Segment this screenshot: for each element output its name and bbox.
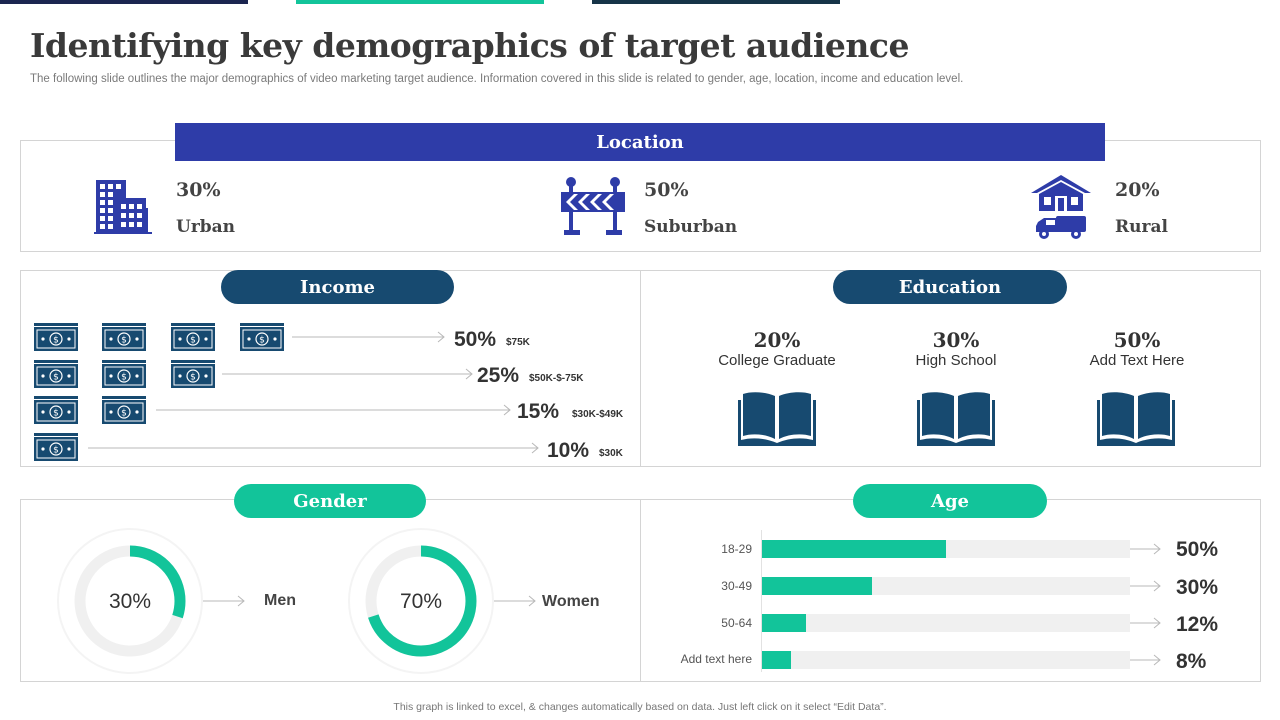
farmhouse-truck-icon	[1031, 175, 1091, 239]
money-bill-icon: $	[102, 323, 146, 351]
gender-title-pill: Gender	[234, 484, 426, 518]
top-accent-bar-3	[592, 0, 840, 4]
svg-text:$: $	[190, 336, 196, 346]
money-bill-icon: $	[34, 323, 78, 351]
rural-percent: 20%	[1115, 179, 1160, 201]
age-row-2-track	[762, 577, 1130, 595]
education-3-percent: 50%	[1113, 328, 1161, 352]
age-row-4-label: Add text here	[680, 652, 752, 666]
page-title: Identifying key demographics of target a…	[30, 26, 909, 65]
svg-text:$: $	[53, 336, 59, 346]
svg-text:$: $	[53, 446, 59, 456]
money-bill-icon: $	[102, 360, 146, 388]
donut-arc-women	[365, 545, 477, 657]
age-row-2-label: 30-49	[721, 579, 752, 593]
women-percent: 70%	[399, 590, 443, 613]
education-3-label: Add Text Here	[1089, 352, 1185, 369]
income-row-3-percent: 15%	[517, 400, 560, 423]
education-title-pill: Education	[833, 270, 1067, 304]
income-arrows	[88, 331, 539, 454]
money-bill-icon: $	[102, 396, 146, 424]
age-row-2-bar	[762, 577, 872, 595]
svg-text:$: $	[190, 373, 196, 383]
money-bill-icon: $	[171, 360, 215, 388]
education-1-label: College Graduate	[718, 352, 836, 369]
age-row-1-label: 18-29	[721, 542, 752, 556]
age-row-1-track	[762, 540, 1130, 558]
money-bill-icon: $	[34, 396, 78, 424]
svg-text:$: $	[121, 409, 127, 419]
buildings-icon	[94, 180, 152, 234]
footer-note: This graph is linked to excel, & changes…	[393, 701, 887, 713]
age-row-2-percent: 30%	[1176, 576, 1219, 599]
location-banner: Location	[175, 123, 1105, 161]
age-row-4-track	[762, 651, 1130, 669]
donut-arc-men	[74, 545, 186, 657]
suburban-percent: 50%	[644, 179, 689, 201]
money-bill-icon: $	[171, 323, 215, 351]
road-barrier-icon	[561, 177, 625, 235]
urban-percent: 30%	[176, 179, 221, 201]
top-accent-bar-2	[296, 0, 544, 4]
age-row-1-bar	[762, 540, 946, 558]
open-book-icon	[1097, 392, 1175, 446]
age-row-3-bar	[762, 614, 806, 632]
gender-donuts	[57, 528, 536, 674]
money-bill-icon: $	[34, 360, 78, 388]
arrow-head	[1153, 543, 1161, 555]
age-row-3-percent: 12%	[1176, 613, 1219, 636]
income-title-pill: Income	[221, 270, 454, 304]
arrow-head	[503, 404, 511, 416]
donut-men	[57, 528, 203, 674]
age-row-4-bar	[762, 651, 791, 669]
svg-text:$: $	[121, 373, 127, 383]
money-bill-icon: $	[240, 323, 284, 351]
page-subtitle: The following slide outlines the major d…	[30, 73, 964, 85]
open-book-icon	[917, 392, 995, 446]
top-accent-bar-1	[0, 0, 248, 4]
men-label: Men	[264, 592, 296, 609]
svg-text:$: $	[121, 336, 127, 346]
arrow-head	[1153, 617, 1161, 629]
education-1-percent: 20%	[753, 328, 801, 352]
education-2-percent: 30%	[932, 328, 980, 352]
svg-text:$: $	[53, 373, 59, 383]
arrow-head	[237, 595, 245, 607]
education-2-label: High School	[915, 352, 997, 369]
women-label: Women	[542, 593, 600, 610]
age-row-1-percent: 50%	[1176, 538, 1219, 561]
men-percent: 30%	[108, 590, 152, 613]
age-title-pill: Age	[853, 484, 1047, 518]
suburban-label: Suburban	[644, 217, 738, 237]
rural-label: Rural	[1115, 217, 1168, 237]
arrow-head	[465, 368, 473, 380]
income-row-2-range: $50K-$-75K	[529, 373, 584, 384]
arrow-head	[1153, 580, 1161, 592]
arrow-head	[437, 331, 445, 343]
age-arrows	[1130, 543, 1161, 666]
donut-women	[348, 528, 494, 674]
age-row-4-percent: 8%	[1176, 650, 1207, 673]
income-row-3-range: $30K-$49K	[572, 409, 624, 420]
svg-text:$: $	[53, 409, 59, 419]
open-book-icon	[738, 392, 816, 446]
arrow-head	[528, 595, 536, 607]
svg-text:$: $	[259, 336, 265, 346]
age-row-3-label: 50-64	[721, 616, 752, 630]
income-row-1-percent: 50%	[454, 328, 497, 351]
money-bill-icon: $	[34, 433, 78, 461]
income-row-2-percent: 25%	[477, 364, 520, 387]
age-axis-line	[761, 530, 762, 672]
income-education-divider	[640, 270, 641, 467]
gender-age-divider	[640, 499, 641, 682]
income-row-4-percent: 10%	[547, 439, 590, 462]
age-row-3-track	[762, 614, 1130, 632]
income-row-1-range: $75K	[506, 337, 530, 348]
arrow-head	[1153, 654, 1161, 666]
income-row-4-range: $30K	[599, 448, 623, 459]
arrow-head	[531, 442, 539, 454]
urban-label: Urban	[176, 217, 236, 237]
